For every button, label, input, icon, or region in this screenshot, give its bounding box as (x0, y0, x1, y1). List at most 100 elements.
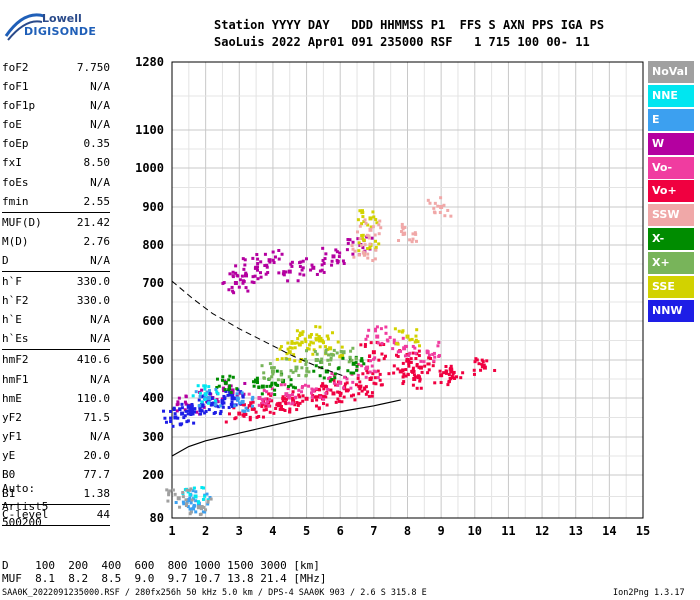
echo-point (414, 356, 418, 360)
echo-point (289, 378, 293, 382)
echo-point (296, 403, 300, 407)
echo-point (446, 383, 450, 387)
echo-point (186, 405, 190, 409)
echo-point (256, 257, 260, 261)
legend-item-w: W (648, 132, 694, 155)
echo-point (472, 372, 476, 376)
echo-point (396, 350, 400, 354)
echo-point (288, 394, 292, 398)
echo-point (168, 489, 172, 493)
echo-point (401, 382, 405, 386)
echo-point (333, 376, 337, 380)
echo-point (355, 364, 359, 368)
y-tick-label: 600 (142, 314, 164, 328)
echo-point (318, 338, 323, 343)
echo-point (182, 502, 186, 506)
echo-point (171, 488, 175, 492)
echo-point (378, 372, 382, 376)
echo-point (384, 325, 388, 329)
param-value: 1.38 (83, 487, 111, 501)
param-row: fmin 2.55 (2, 192, 110, 211)
echo-point (401, 336, 405, 340)
echo-point (227, 412, 231, 416)
echo-point (359, 244, 363, 248)
x-tick-label: 11 (501, 524, 515, 538)
echo-point (417, 344, 421, 348)
echo-point (480, 363, 484, 367)
echo-point (401, 227, 405, 231)
echo-point (269, 393, 273, 397)
echo-point (186, 419, 190, 423)
echo-point (358, 224, 362, 228)
echo-point (243, 263, 247, 267)
echo-point (313, 395, 317, 399)
echo-point (309, 332, 313, 336)
echo-point (252, 384, 256, 388)
echo-point (256, 265, 260, 269)
echo-point (379, 327, 383, 331)
echo-point (198, 394, 202, 398)
echo-point (459, 376, 463, 380)
echo-point (270, 381, 274, 385)
echo-point (218, 404, 222, 408)
echo-point (374, 370, 378, 374)
echo-point (181, 491, 185, 495)
echo-point (310, 263, 314, 267)
echo-point (369, 376, 373, 380)
echo-point (282, 270, 286, 274)
echo-point (286, 279, 290, 283)
echo-point (293, 403, 297, 407)
y-tick-label: 200 (142, 468, 164, 482)
echo-point (253, 380, 257, 384)
echo-point (417, 349, 421, 353)
echo-point (242, 392, 246, 396)
x-tick-label: 13 (568, 524, 582, 538)
echo-point (349, 386, 353, 390)
echo-point (311, 352, 315, 356)
echo-point (414, 239, 418, 243)
echo-point (212, 411, 216, 415)
echo-point (254, 410, 258, 414)
echo-point (201, 497, 205, 501)
echo-point (293, 346, 297, 350)
echo-point (188, 496, 192, 500)
echo-point (356, 237, 360, 241)
echo-point (255, 381, 259, 385)
y-tick-label: 80 (150, 511, 164, 525)
echo-point (415, 328, 419, 332)
echo-point (438, 211, 442, 215)
echo-point (303, 357, 307, 361)
echo-point (229, 390, 233, 394)
echo-point (314, 364, 318, 368)
echo-point (408, 338, 412, 342)
echo-point (191, 394, 195, 398)
echo-point (369, 341, 373, 345)
echo-point (259, 275, 263, 279)
echo-point (369, 225, 373, 229)
echo-point (311, 393, 315, 397)
echo-point (451, 372, 455, 376)
echo-point (200, 400, 204, 404)
echo-point (240, 391, 244, 395)
echo-point (194, 499, 198, 503)
echo-point (312, 348, 316, 352)
echo-point (365, 235, 369, 239)
echo-point (220, 399, 225, 404)
echo-point (290, 341, 294, 345)
param-separator (2, 525, 110, 527)
echo-point (423, 364, 427, 368)
echo-point (309, 268, 313, 272)
echo-point (288, 346, 292, 350)
echo-point (324, 395, 328, 399)
echo-point (193, 407, 197, 411)
echo-point (366, 247, 370, 251)
echo-point (284, 270, 288, 274)
echo-point (244, 286, 248, 290)
echo-point (332, 353, 336, 357)
echo-point (270, 366, 274, 370)
echo-point (227, 378, 231, 382)
echo-point (171, 424, 175, 428)
echo-point (199, 412, 203, 416)
echo-point (439, 196, 443, 200)
echo-point (433, 201, 437, 205)
